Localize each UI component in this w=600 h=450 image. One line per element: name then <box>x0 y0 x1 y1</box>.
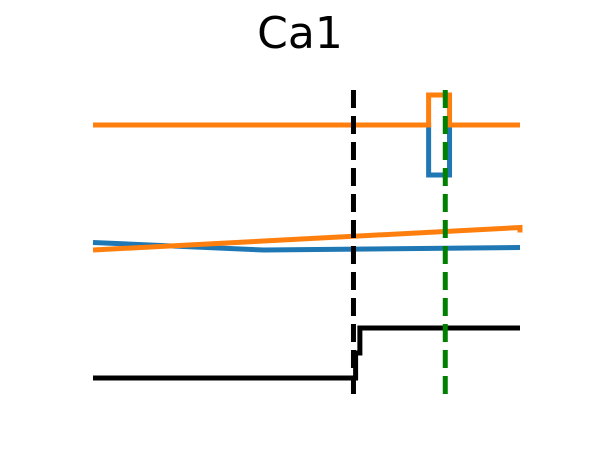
panel-middle <box>92 224 523 253</box>
chart-title: Ca1 <box>257 8 343 59</box>
series-line-middle-1 <box>92 224 523 253</box>
panel-top <box>93 92 520 178</box>
series-line-top-0 <box>93 122 520 178</box>
series-line-top-1 <box>93 92 520 128</box>
plot-area <box>92 90 523 395</box>
panel-bottom <box>93 325 520 381</box>
series-line-bottom-0 <box>93 325 520 381</box>
